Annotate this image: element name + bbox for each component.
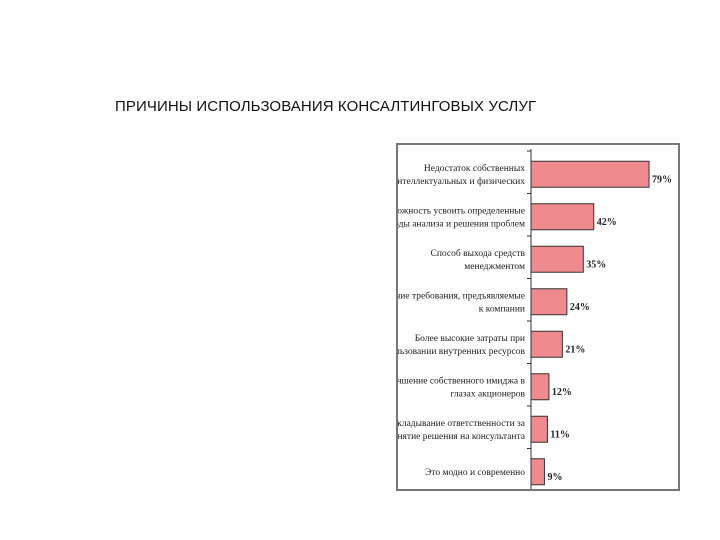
bar xyxy=(530,458,545,486)
bar-chart: 79% Недостаток собственных интеллектуальны… xyxy=(398,149,672,489)
chart-frame: 79% Недостаток собственных интеллектуальны… xyxy=(396,143,680,491)
category-label: Более высокие затраты прииспользовании в… xyxy=(398,334,526,357)
bar xyxy=(530,415,548,443)
bar xyxy=(530,373,550,401)
slide-title: ПРИЧИНЫ ИСПОЛЬЗОВАНИЯ КОНСАЛТИНГОВЫХ УСЛ… xyxy=(115,98,537,115)
value-label: 9% xyxy=(547,472,562,483)
category-label: Недостаток собственных интеллектуальных и… xyxy=(398,163,525,187)
value-label: 11% xyxy=(550,429,569,440)
bar xyxy=(530,203,595,231)
category-label: Возможность усвоить определенныеметоды а… xyxy=(398,206,525,229)
value-label: 35% xyxy=(586,259,606,270)
bar xyxy=(530,160,650,188)
category-label: Перекладывание ответственности заприняти… xyxy=(398,419,526,442)
category-label: Это модно и современно xyxy=(425,468,525,478)
bar xyxy=(530,245,584,273)
value-label: 42% xyxy=(597,217,617,228)
value-label: 79% xyxy=(652,174,672,185)
value-label: 12% xyxy=(552,387,572,398)
value-label: 24% xyxy=(570,302,590,313)
value-label: 21% xyxy=(565,344,585,355)
bar xyxy=(530,330,563,358)
bar xyxy=(530,288,568,316)
category-label: Способ выхода средств менеджментом xyxy=(431,248,526,272)
